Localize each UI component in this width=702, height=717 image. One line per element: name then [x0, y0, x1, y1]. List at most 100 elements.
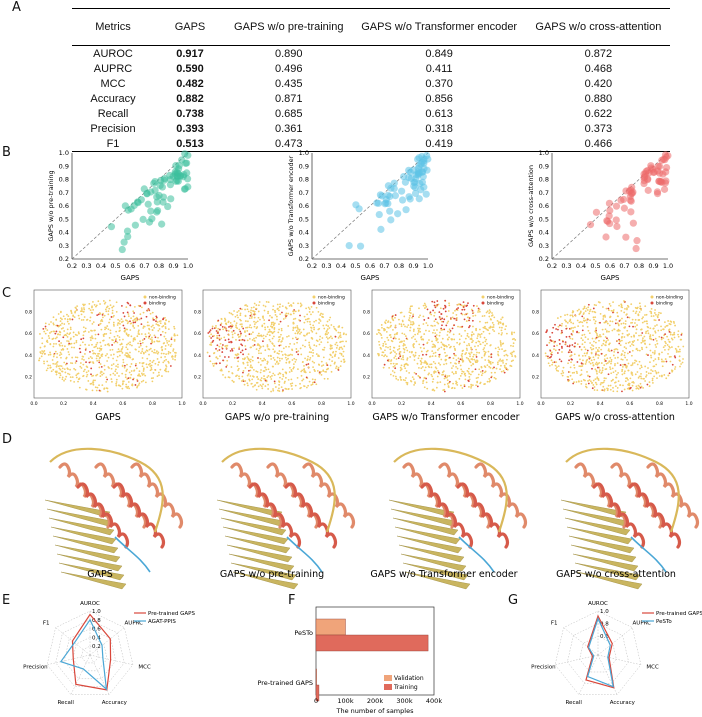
nonbinding-point — [252, 306, 255, 309]
nonbinding-point — [209, 360, 212, 363]
nonbinding-point — [668, 355, 671, 358]
nonbinding-point — [49, 343, 52, 346]
nonbinding-point — [215, 356, 218, 359]
y-tick-label: 0.2 — [299, 255, 309, 263]
binding-point — [461, 325, 464, 328]
nonbinding-point — [461, 352, 464, 355]
nonbinding-point — [98, 384, 100, 387]
nonbinding-point — [59, 372, 61, 375]
nonbinding-point — [261, 335, 263, 338]
nonbinding-point — [416, 362, 419, 365]
nonbinding-point — [333, 362, 336, 365]
nonbinding-point — [644, 342, 646, 345]
nonbinding-point — [413, 371, 416, 374]
nonbinding-point — [471, 384, 474, 387]
nonbinding-point — [121, 365, 124, 368]
binding-point — [551, 331, 554, 334]
nonbinding-point — [649, 334, 652, 336]
nonbinding-point — [402, 356, 404, 359]
binding-point — [152, 318, 155, 321]
nonbinding-point — [242, 369, 245, 372]
nonbinding-point — [631, 363, 634, 366]
nonbinding-point — [409, 309, 412, 312]
binding-point — [242, 327, 245, 330]
nonbinding-point — [228, 376, 231, 379]
nonbinding-point — [276, 356, 279, 359]
nonbinding-point — [328, 358, 331, 361]
nonbinding-point — [250, 382, 253, 385]
nonbinding-point — [654, 331, 657, 334]
nonbinding-point — [511, 338, 514, 341]
binding-point — [599, 321, 601, 324]
nonbinding-point — [617, 372, 619, 374]
nonbinding-point — [43, 360, 45, 363]
nonbinding-point — [94, 337, 97, 340]
nonbinding-point — [400, 311, 403, 314]
nonbinding-point — [600, 389, 603, 392]
binding-point — [434, 318, 437, 321]
nonbinding-point — [629, 345, 632, 347]
nonbinding-point — [268, 334, 271, 337]
nonbinding-point — [115, 368, 117, 371]
nonbinding-point — [495, 367, 498, 370]
y-tick-label: 0.9 — [539, 162, 549, 170]
x-tick-label: 0.2 — [67, 262, 77, 270]
nonbinding-point — [277, 331, 280, 334]
binding-point — [558, 343, 561, 345]
nonbinding-point — [577, 331, 580, 334]
nonbinding-point — [664, 326, 667, 328]
y-tick-label: 0.8 — [59, 176, 69, 184]
nonbinding-point — [646, 325, 649, 328]
nonbinding-point — [497, 346, 500, 349]
binding-point — [123, 364, 126, 367]
nonbinding-point — [612, 354, 615, 357]
nonbinding-point — [304, 318, 307, 321]
nonbinding-point — [98, 350, 101, 352]
binding-point — [441, 317, 444, 320]
nonbinding-point — [623, 336, 626, 338]
nonbinding-point — [477, 333, 480, 336]
nonbinding-point — [455, 366, 457, 368]
nonbinding-point — [441, 343, 444, 346]
radar-axis-label: Recall — [57, 700, 74, 706]
nonbinding-point — [321, 315, 324, 318]
nonbinding-point — [468, 359, 471, 362]
nonbinding-point — [269, 376, 272, 378]
nonbinding-point — [105, 376, 108, 379]
radar-axis-label: Precision — [23, 665, 48, 671]
nonbinding-point — [446, 322, 449, 324]
nonbinding-point — [64, 363, 67, 366]
nonbinding-point — [482, 348, 485, 351]
nonbinding-point — [595, 351, 598, 354]
nonbinding-point — [150, 325, 153, 328]
nonbinding-point — [291, 348, 293, 351]
nonbinding-point — [645, 375, 647, 378]
nonbinding-point — [115, 359, 118, 362]
nonbinding-point — [385, 355, 388, 358]
nonbinding-point — [254, 313, 257, 316]
nonbinding-point — [621, 317, 623, 320]
nonbinding-point — [255, 348, 258, 350]
nonbinding-point — [49, 332, 51, 334]
nonbinding-point — [623, 354, 626, 357]
binding-point — [278, 344, 281, 347]
nonbinding-point — [308, 332, 311, 334]
nonbinding-point — [615, 376, 617, 379]
nonbinding-point — [274, 311, 277, 314]
binding-point — [555, 328, 558, 330]
nonbinding-point — [388, 366, 391, 369]
nonbinding-point — [295, 329, 298, 332]
nonbinding-point — [504, 349, 507, 352]
nonbinding-point — [132, 338, 135, 341]
x-axis-label: GAPS — [121, 274, 140, 282]
nonbinding-point — [626, 359, 628, 361]
y-tick-label: 0.2 — [25, 374, 32, 380]
nonbinding-point — [220, 368, 223, 371]
nonbinding-point — [310, 351, 313, 354]
alpha-helix — [94, 462, 148, 529]
nonbinding-point — [550, 351, 553, 354]
binding-point — [646, 383, 649, 386]
nonbinding-point — [83, 307, 85, 309]
nonbinding-point — [95, 304, 98, 307]
nonbinding-point — [267, 368, 270, 371]
